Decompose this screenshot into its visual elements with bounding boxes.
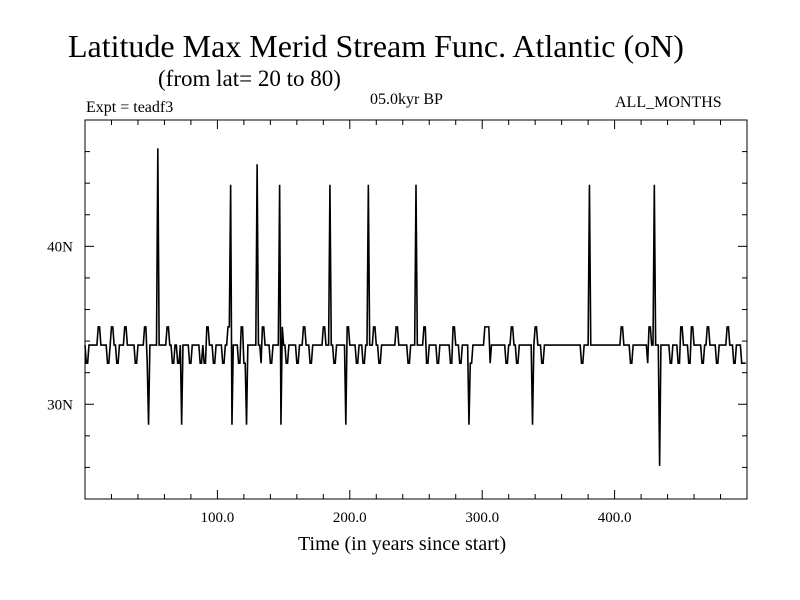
- chart-subtitle: (from lat= 20 to 80): [158, 66, 341, 91]
- y-tick-label: 40N: [47, 239, 73, 255]
- series-line: [84, 148, 746, 466]
- axis-tick-labels: 100.0 200.0 300.0 400.0 30N 40N: [47, 239, 631, 526]
- x-tick-label: 100.0: [201, 510, 235, 526]
- axis-ticks: [85, 120, 747, 499]
- period-label: 05.0kyr BP: [370, 91, 443, 108]
- chart-title: Latitude Max Merid Stream Func. Atlantic…: [68, 28, 684, 64]
- experiment-label: Expt = teadf3: [86, 99, 174, 116]
- months-label: ALL_MONTHS: [615, 94, 722, 111]
- y-tick-label: 30N: [47, 397, 73, 413]
- x-tick-label: 400.0: [598, 510, 632, 526]
- x-tick-label: 300.0: [465, 510, 499, 526]
- x-tick-label: 200.0: [333, 510, 367, 526]
- x-axis-label: Time (in years since start): [298, 533, 507, 555]
- plot-frame: [84, 119, 748, 500]
